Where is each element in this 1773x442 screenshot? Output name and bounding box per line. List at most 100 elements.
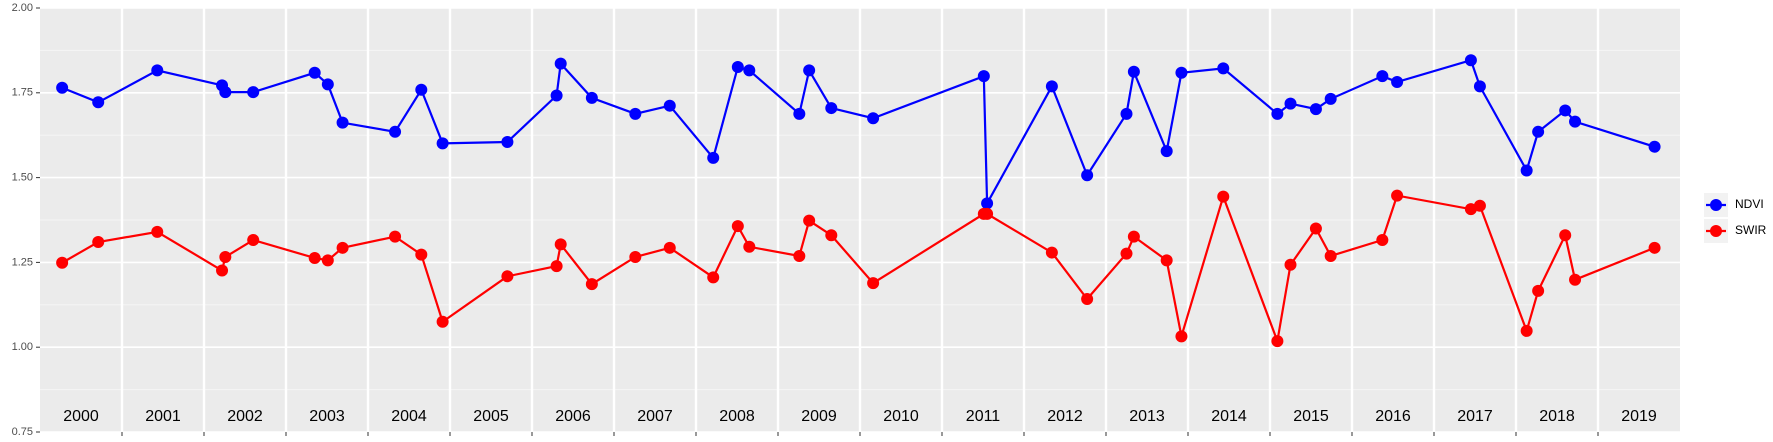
year-label: 2014 (1211, 408, 1247, 425)
year-label: 2001 (145, 408, 181, 425)
point (867, 112, 880, 125)
point (1175, 330, 1188, 343)
point (151, 225, 164, 238)
point (1473, 80, 1486, 93)
point (1391, 75, 1404, 88)
point (56, 81, 69, 94)
year-label: 2018 (1539, 408, 1575, 425)
point (1559, 229, 1572, 242)
point (436, 137, 449, 150)
point (825, 102, 838, 115)
point (1217, 190, 1230, 203)
point (793, 249, 806, 262)
legend-label: NDVI (1735, 197, 1764, 211)
point (743, 64, 756, 77)
point (731, 61, 744, 74)
point (1309, 103, 1322, 116)
point (1284, 258, 1297, 271)
point (1520, 164, 1533, 177)
point (415, 83, 428, 96)
point (585, 91, 598, 104)
year-label: 2010 (883, 408, 919, 425)
point (1081, 169, 1094, 182)
y-tick-label: 1.50 (12, 172, 33, 184)
point (1175, 66, 1188, 79)
point (389, 125, 402, 138)
point (1324, 92, 1337, 105)
point (981, 207, 994, 220)
point (216, 264, 229, 277)
point (663, 99, 676, 112)
legend-label: SWIR (1735, 223, 1767, 237)
point (1559, 104, 1572, 117)
point (501, 270, 514, 283)
point (803, 64, 816, 77)
year-label: 2004 (391, 408, 427, 425)
point (731, 220, 744, 233)
point (629, 250, 642, 263)
point (219, 86, 232, 99)
point (629, 107, 642, 120)
point (1309, 222, 1322, 235)
year-label: 2005 (473, 408, 509, 425)
year-label: 2008 (719, 408, 755, 425)
year-label: 2015 (1293, 408, 1329, 425)
point (1127, 230, 1140, 243)
point (707, 271, 720, 284)
point (1376, 234, 1389, 247)
point (219, 250, 232, 263)
point (1271, 107, 1284, 120)
y-tick-label: 1.00 (12, 341, 33, 353)
year-label: 2012 (1047, 408, 1083, 425)
point (92, 96, 105, 109)
point (743, 240, 756, 253)
year-label: 2000 (63, 408, 99, 425)
year-label: 2002 (227, 408, 263, 425)
point (1127, 65, 1140, 78)
y-tick-label: 1.25 (12, 256, 33, 268)
year-label: 2016 (1375, 408, 1411, 425)
point (1160, 145, 1173, 158)
point (321, 254, 334, 267)
point (1569, 115, 1582, 128)
point (1120, 107, 1133, 120)
point (1532, 284, 1545, 297)
point (1324, 249, 1337, 262)
point (247, 234, 260, 247)
point (663, 241, 676, 254)
point (336, 116, 349, 129)
point (1284, 97, 1297, 110)
year-label: 2003 (309, 408, 345, 425)
point (501, 135, 514, 148)
point (1081, 293, 1094, 306)
year-label: 2017 (1457, 408, 1493, 425)
point (1532, 125, 1545, 138)
point (308, 66, 321, 79)
point (1271, 335, 1284, 348)
point (1464, 203, 1477, 216)
point (1464, 54, 1477, 67)
point (56, 256, 69, 269)
point (1473, 199, 1486, 212)
point (92, 236, 105, 249)
point (803, 214, 816, 227)
year-label: 2006 (555, 408, 591, 425)
point (436, 315, 449, 328)
point (1376, 70, 1389, 83)
point (1120, 247, 1133, 260)
point (793, 107, 806, 120)
point (247, 86, 260, 99)
point (1391, 189, 1404, 202)
point (977, 70, 990, 83)
point (321, 78, 334, 91)
y-tick-label: 0.75 (12, 426, 33, 438)
point (981, 197, 994, 210)
legend-point (1710, 199, 1722, 211)
year-label: 2007 (637, 408, 673, 425)
point (308, 251, 321, 264)
point (1045, 246, 1058, 259)
point (389, 230, 402, 243)
point (1520, 324, 1533, 337)
